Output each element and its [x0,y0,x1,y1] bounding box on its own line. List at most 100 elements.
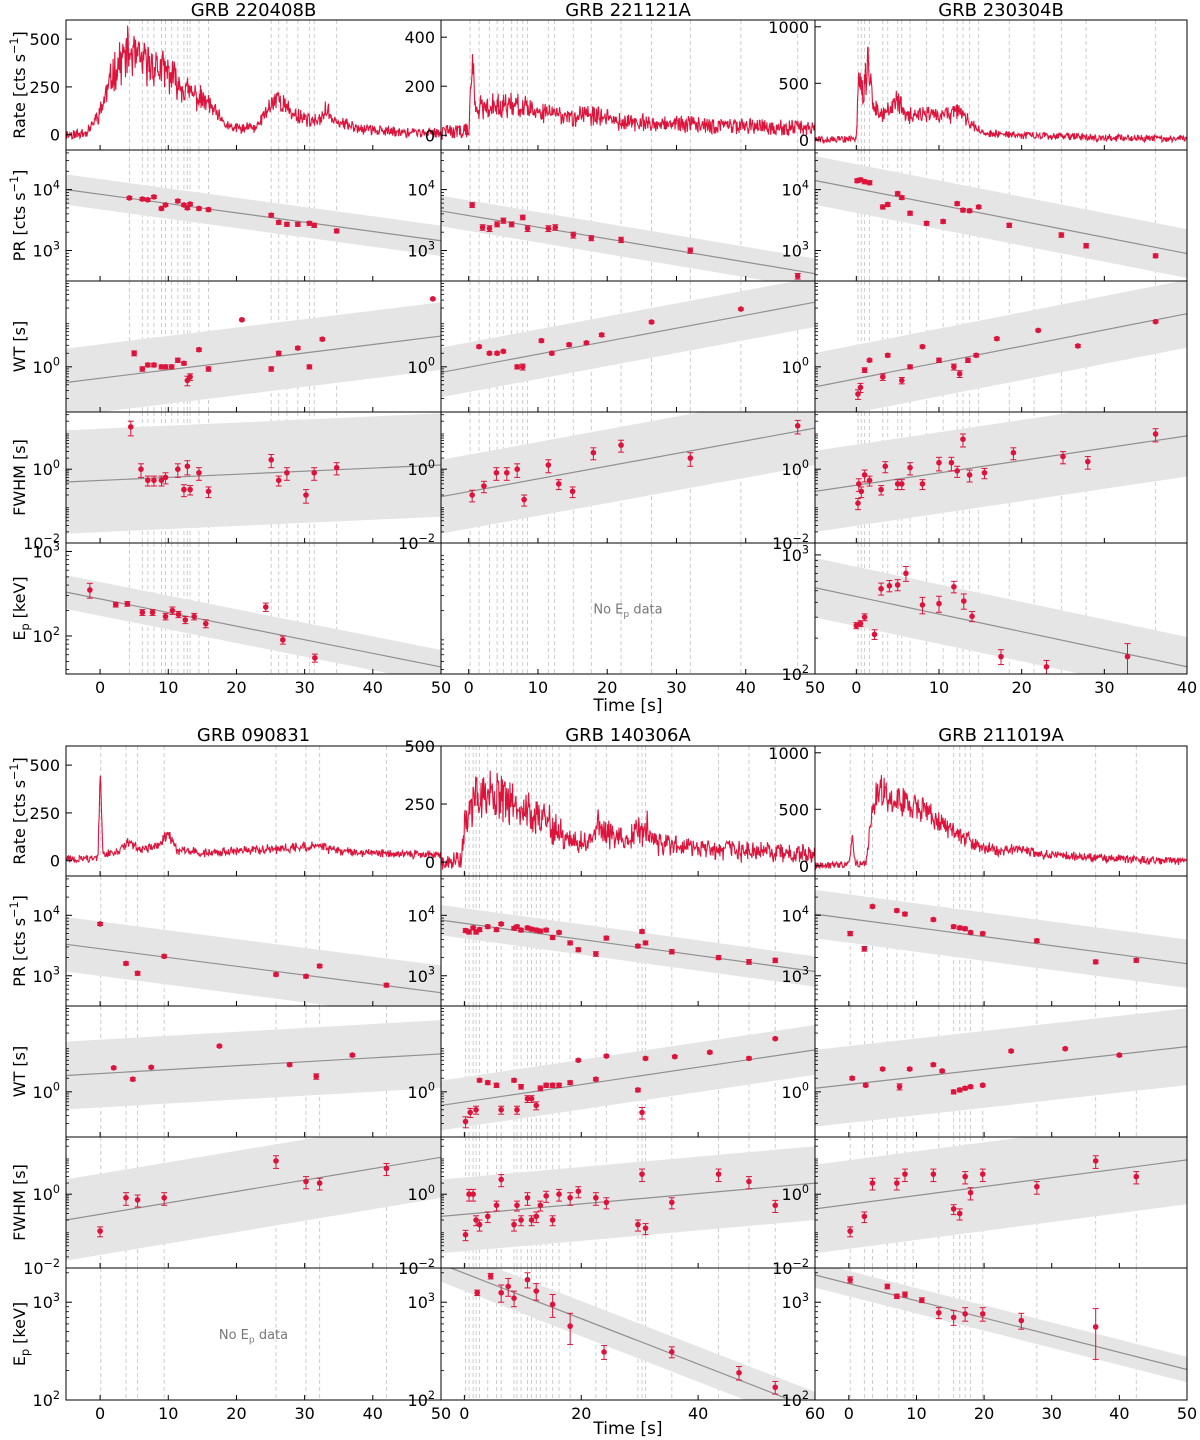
wt-panel: 100 [782,280,1188,413]
marker [669,1199,675,1206]
marker [333,228,340,234]
x-tick-label: 40 [1109,1404,1129,1423]
data-point [479,224,486,231]
data-point [549,1293,556,1318]
data-point [1152,428,1159,443]
data-point [861,1211,868,1224]
marker [635,1087,641,1093]
data-point [268,366,275,372]
marker [487,1273,494,1279]
marker [861,945,868,952]
marker [275,219,282,226]
y-tick-label: 0 [50,852,60,871]
marker [861,1213,868,1220]
data-point [528,926,535,932]
marker [861,178,868,185]
data-point [950,580,957,594]
marker [284,469,290,476]
marker [575,1057,582,1064]
data-point [148,1064,155,1071]
data-point [857,382,864,394]
marker [639,928,645,935]
y-tick-label: 100 [33,356,60,377]
ep-plot-area [66,543,441,674]
y-tick-label: 104 [33,178,60,199]
no-ep-label: No Ep data [593,603,662,620]
data-point [919,479,926,491]
y-tick-label: 100 [782,458,809,479]
marker [469,492,475,498]
marker [514,364,520,370]
data-point [184,460,191,476]
data-point [1092,959,1099,965]
data-point [869,1177,876,1191]
marker [110,1065,117,1071]
data-point [886,579,893,593]
data-point [549,934,556,941]
data-point [383,982,390,988]
y-tick-label: 100 [408,1081,435,1102]
marker [635,1221,641,1228]
y-tick-label: 250 [29,78,60,97]
marker [191,613,197,620]
marker [151,194,157,200]
y-tick-label: 200 [404,77,435,96]
marker [494,350,500,357]
marker [537,928,544,934]
data-point [954,200,961,207]
data-point [469,489,476,503]
data-point [1124,643,1131,674]
data-point [543,1190,550,1203]
data-point [383,1162,390,1177]
data-point [639,1168,646,1183]
data-point [473,1215,480,1227]
marker [556,929,562,936]
data-point [493,926,500,933]
data-point [462,1116,469,1129]
marker [187,374,193,380]
x-tick-label: 20 [226,678,246,697]
marker [470,1191,476,1197]
data-point [518,1215,525,1227]
marker [866,179,873,186]
marker [181,486,187,493]
data-point [311,222,318,229]
data-point [959,207,966,213]
fit-line [66,943,441,994]
marker [966,472,973,478]
marker [543,1193,549,1199]
data-point [598,332,605,338]
marker [312,655,318,661]
marker [919,481,926,487]
data-point [879,1066,886,1072]
data-point [907,210,914,216]
pr-plot-area [815,876,1187,1006]
data-point [687,247,694,254]
marker [145,362,151,368]
data-point [514,463,521,478]
wt-panel: 100 [408,1005,816,1138]
data-point [476,926,483,933]
data-point [168,364,175,370]
marker [149,609,156,616]
marker [603,1053,610,1059]
scatter-band [441,412,815,534]
marker [962,1311,968,1317]
data-point [1092,1155,1099,1169]
data-point [950,1089,957,1095]
data-point [847,1226,854,1238]
marker [902,1291,908,1298]
data-point [592,1192,599,1206]
marker [524,1194,531,1201]
marker [967,929,974,936]
data-point [519,214,526,221]
marker [967,1083,974,1090]
data-point [575,1186,582,1199]
data-point [484,923,491,930]
marker [538,337,545,344]
data-point [294,221,301,228]
grb-column-2: GRB 230304B0500100010310410010−210010210… [768,0,1197,697]
data-point [962,1085,969,1092]
data-point [879,373,886,381]
rate-plot-area [815,20,1187,150]
